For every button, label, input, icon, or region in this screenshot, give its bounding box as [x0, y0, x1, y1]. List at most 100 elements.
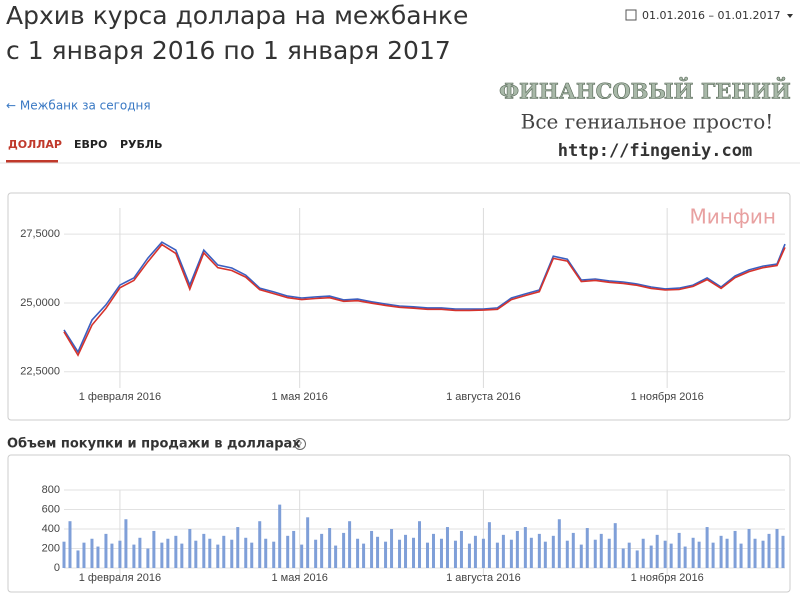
volume-bar: [607, 538, 611, 568]
volume-bar: [174, 535, 178, 568]
volume-bar: [146, 548, 150, 568]
date-range[interactable]: 01.01.2016 – 01.01.2017: [642, 9, 780, 22]
volume-bar: [250, 542, 254, 568]
volume-bar: [571, 532, 575, 568]
volume-bar: [593, 539, 597, 568]
volume-bar: [278, 504, 282, 568]
volume-bar: [691, 537, 695, 568]
volume-bar: [404, 534, 408, 568]
volume-bar: [753, 538, 757, 568]
volume-bar: [501, 534, 505, 568]
volume-bar: [264, 538, 268, 568]
volume-bar: [529, 537, 533, 568]
volume-bar: [300, 544, 304, 568]
volume-bar: [655, 534, 659, 568]
volume-bar: [124, 519, 128, 568]
calendar-icon: [625, 9, 637, 21]
volume-bar: [188, 529, 192, 568]
volume-bar: [711, 542, 715, 568]
watermark-slogan: Все гениальное просто!: [521, 110, 774, 134]
volume-bar: [194, 540, 198, 568]
volume-bar: [683, 546, 687, 568]
volume-bar: [82, 542, 86, 568]
x-tick-label: 1 февраля 2016: [79, 391, 161, 403]
x-tick-label: 1 ноября 2016: [631, 572, 704, 584]
volume-bar: [76, 550, 80, 568]
volume-bar: [328, 528, 332, 568]
volume-bar: [412, 537, 416, 568]
x-tick-label: 1 августа 2016: [446, 572, 521, 584]
date-picker[interactable]: 01.01.2016 – 01.01.2017: [625, 9, 793, 22]
chart-watermark: Минфин: [689, 205, 776, 229]
tab-active[interactable]: ДОЛЛАР: [8, 138, 62, 151]
volume-bar: [641, 538, 645, 568]
volume-bar: [272, 541, 276, 568]
volume-bar: [118, 540, 122, 568]
y-tick-label: 27,5000: [20, 228, 60, 240]
volume-bar: [747, 529, 751, 568]
watermark-brand: ФИНАНСОВЫЙ ГЕНИЙ: [499, 78, 791, 104]
volume-bar: [286, 535, 290, 568]
volume-bar: [599, 533, 603, 568]
volume-bar: [236, 527, 240, 568]
volume-bar: [425, 542, 429, 568]
volume-bar: [613, 523, 617, 568]
volume-bar: [202, 533, 206, 568]
dropdown-arrow: [787, 14, 793, 18]
volume-bar: [537, 533, 541, 568]
help-icon[interactable]: [294, 438, 306, 450]
volume-bar: [132, 544, 136, 568]
volume-bar: [585, 528, 589, 568]
y-tick-label: 600: [42, 503, 60, 515]
watermark-url: http://fingeniy.com: [558, 141, 752, 161]
volume-bar: [384, 541, 388, 568]
volume-bar: [68, 521, 72, 568]
volume-bar: [565, 540, 569, 568]
tab[interactable]: РУБЛЬ: [120, 138, 162, 151]
volume-bar: [509, 539, 513, 568]
tab-underline: [6, 160, 58, 163]
volume-bar: [431, 533, 435, 568]
page-title: Архив курса доллара на межбанке: [6, 1, 468, 30]
volume-bar: [258, 521, 262, 568]
volume-bar: [697, 541, 701, 568]
rate-line: [63, 241, 786, 354]
y-tick-label: 0: [54, 562, 60, 574]
volume-bar: [180, 543, 184, 568]
volume-bar: [104, 533, 108, 568]
volume-bar: [761, 540, 765, 568]
volume-bar: [90, 538, 94, 568]
volume-bar: [370, 530, 374, 568]
volume-bar: [376, 536, 380, 568]
volume-bar: [481, 538, 485, 568]
volume-bar: [467, 543, 471, 568]
volume-bar: [334, 545, 338, 568]
volume-bar: [453, 540, 457, 568]
volume-bar: [314, 539, 318, 568]
y-tick-label: 22,5000: [20, 366, 60, 378]
volume-bar: [160, 542, 164, 568]
volume-bar: [669, 543, 673, 568]
y-tick-label: 25,0000: [20, 297, 60, 309]
volume-bar: [557, 519, 561, 568]
volume-bar: [320, 533, 324, 568]
section-title: Объем покупки и продажи в долларах: [7, 437, 301, 452]
volume-bar: [222, 535, 226, 568]
back-link[interactable]: ← Межбанк за сегодня: [6, 99, 151, 113]
volume-bar: [439, 538, 443, 568]
volume-bar: [110, 543, 114, 568]
tab[interactable]: ЕВРО: [74, 138, 107, 151]
page-title: с 1 января 2016 по 1 января 2017: [6, 36, 451, 65]
volume-bar: [515, 530, 519, 568]
volume-bar: [635, 550, 639, 568]
volume-bar: [166, 538, 170, 568]
help-icon-mark: ?: [298, 441, 302, 450]
volume-bar: [663, 540, 667, 568]
x-tick-label: 1 февраля 2016: [79, 572, 161, 584]
volume-bar: [487, 522, 491, 568]
volume-bar: [495, 542, 499, 568]
volume-bar: [62, 541, 66, 568]
volume-bar: [216, 544, 220, 568]
